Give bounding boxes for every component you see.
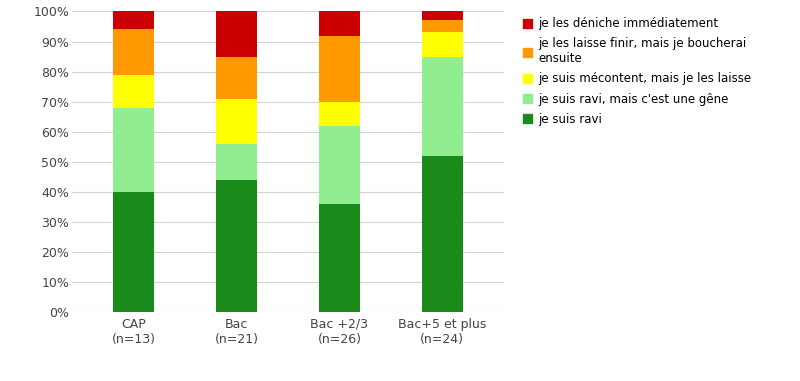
Bar [216, 57, 257, 99]
Bar [113, 75, 154, 108]
Bar [216, 11, 257, 57]
Bar [113, 192, 154, 312]
Bar [422, 11, 463, 21]
Bar [422, 21, 463, 32]
Bar [216, 180, 257, 312]
Bar [319, 102, 360, 126]
Bar [319, 35, 360, 102]
Bar [113, 29, 154, 75]
Bar [113, 11, 154, 29]
Bar [113, 108, 154, 192]
Bar [319, 126, 360, 204]
Legend: je les déniche immédiatement, je les laisse finir, mais je boucherai
ensuite, je: je les déniche immédiatement, je les lai… [523, 17, 751, 126]
Bar [319, 11, 360, 35]
Bar [216, 144, 257, 180]
Bar [422, 156, 463, 312]
Bar [422, 32, 463, 57]
Bar [216, 99, 257, 144]
Bar [319, 204, 360, 312]
Bar [422, 57, 463, 156]
